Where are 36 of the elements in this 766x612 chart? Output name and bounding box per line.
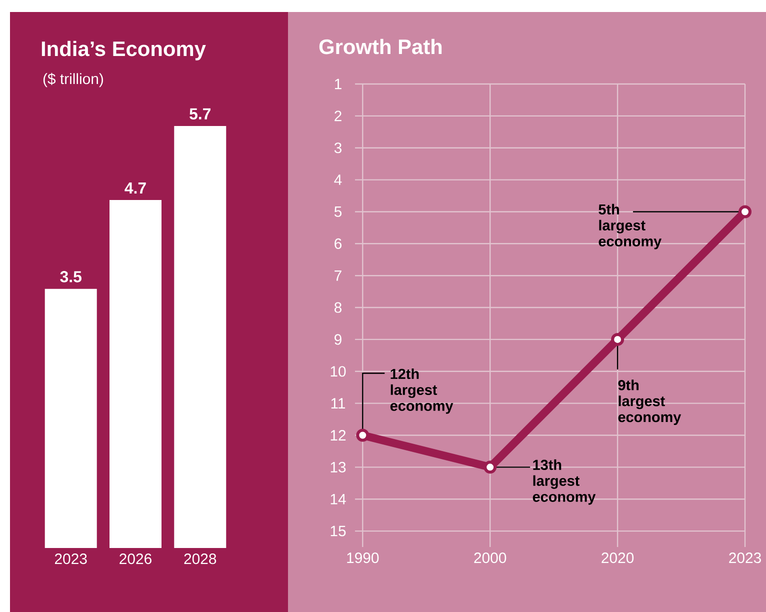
y-tick-label: 13 <box>330 462 346 472</box>
x-tick-label: 2028 <box>184 554 216 564</box>
x-tick-label: 1990 <box>347 552 379 564</box>
point <box>356 428 370 442</box>
x-tick-label: 2026 <box>120 554 152 564</box>
point <box>738 205 752 218</box>
y-tick-label: 12 <box>330 430 346 440</box>
y-tick-label: 8 <box>334 302 342 313</box>
y-tick-label: 4 <box>334 174 342 185</box>
chart-title: Growth Path <box>319 38 442 54</box>
data-label: 3.5 <box>60 271 82 282</box>
annotation: 12th largest economy <box>390 368 454 414</box>
x-tick-label: 2023 <box>729 552 761 564</box>
y-tick-label: 1 <box>334 78 342 90</box>
annotation: 9th largest economy <box>618 380 682 425</box>
x-tick-label: 2020 <box>602 552 634 564</box>
y-tick-label: 15 <box>330 526 346 536</box>
y-tick-label: 7 <box>334 270 342 281</box>
y-tick-label: 2 <box>334 110 342 122</box>
y-tick-label: 5 <box>334 206 342 217</box>
annotation: 13th largest economy <box>532 459 596 505</box>
y-tick-label: 6 <box>334 238 342 249</box>
chart-subtitle: ($ trillion) <box>43 72 104 88</box>
data-label: 5.7 <box>190 108 211 120</box>
y-tick-label: 3 <box>334 142 342 154</box>
data-label: 4.7 <box>124 182 146 194</box>
chart-title: India’s Economy <box>42 40 206 60</box>
x-tick-label: 2023 <box>54 554 87 564</box>
point <box>484 460 497 474</box>
y-tick-label: 9 <box>334 334 342 345</box>
y-tick-label: 10 <box>330 366 346 377</box>
y-tick-label: 11 <box>331 398 346 408</box>
point <box>611 332 624 346</box>
y-tick-label: 14 <box>330 494 346 504</box>
x-tick-label: 2000 <box>474 552 506 564</box>
annotation: 5th largest economy <box>598 204 662 250</box>
